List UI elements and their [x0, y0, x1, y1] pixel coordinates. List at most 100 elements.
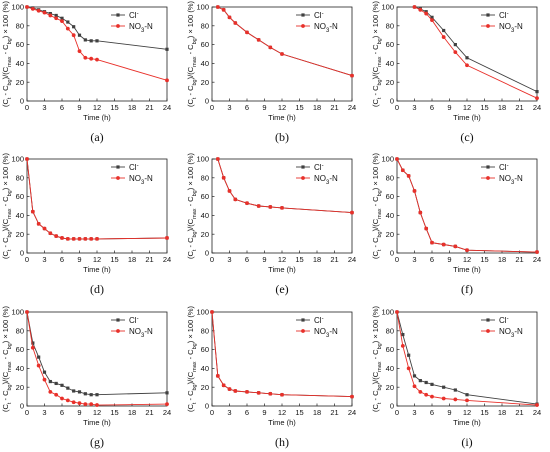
x-tick-label: 18: [498, 255, 506, 264]
legend-marker-square: [116, 13, 120, 17]
x-tick-label: 24: [533, 408, 541, 417]
no3-series-line: [396, 311, 538, 406]
legend-text-part: NO: [499, 22, 511, 31]
y-tick-label: 60: [201, 345, 209, 354]
y-tick-label: 80: [16, 326, 24, 335]
y-label-part: (C: [1, 404, 10, 412]
y-label-part: ) × 100 (%): [186, 305, 195, 343]
legend-sup: -: [137, 163, 139, 169]
x-tick-label: 15: [110, 255, 118, 264]
legend-sub: 3: [326, 333, 330, 339]
y-label-part: - C: [186, 390, 195, 403]
no3-data-point: [95, 403, 99, 407]
y-label-sub: bg: [7, 384, 13, 390]
no3-data-point: [165, 78, 169, 83]
y-axis-label: (Ct - Cbg)/(Cmax - Cbg) × 100 (%): [186, 305, 198, 412]
x-tick-label: 15: [480, 408, 488, 417]
x-axis-label: Time (h): [268, 265, 296, 274]
y-tick-label: 100: [196, 3, 209, 12]
no3-data-point: [95, 57, 99, 62]
y-tick-label: 40: [386, 364, 394, 373]
no3-data-point: [268, 205, 273, 209]
no3-data-point: [268, 391, 273, 396]
x-tick-label: 0: [395, 103, 399, 112]
legend-text-part: -N: [144, 174, 153, 183]
legend-marker-circle: [486, 24, 490, 28]
cl-data-point: [95, 393, 99, 397]
no3-data-point: [350, 210, 354, 215]
cl-data-point: [83, 392, 87, 396]
y-label-sub: bg: [192, 79, 198, 85]
legend-sup: -: [322, 316, 324, 322]
no3-data-point: [453, 244, 458, 249]
y-label-sub: bg: [7, 343, 13, 349]
x-tick-label: 9: [262, 408, 266, 417]
x-axis-label: Time (h): [453, 418, 481, 427]
y-label-part: (C: [186, 251, 195, 259]
no3-data-point: [424, 226, 429, 231]
legend-label-no3: NO3-N: [499, 327, 523, 339]
y-tick-label: 0: [20, 402, 24, 411]
y-label-sub: max: [192, 56, 198, 67]
x-tick-label: 18: [313, 255, 321, 264]
no3-data-point: [400, 168, 405, 173]
no3-data-point: [395, 157, 399, 161]
legend: Cl- NO3-N: [111, 316, 153, 339]
y-tick-label: 80: [16, 21, 24, 30]
cl-data-point: [89, 393, 93, 397]
no3-data-point: [395, 310, 399, 314]
panel-letter: (a): [90, 130, 103, 144]
legend: Cl- NO3-N: [481, 316, 523, 339]
y-tick-label: 20: [201, 383, 209, 392]
no3-data-point: [221, 175, 226, 180]
y-label-part: - C: [371, 85, 380, 98]
no3-series-line: [217, 158, 353, 214]
x-tick-label: 0: [25, 103, 29, 112]
cl-data-point: [165, 47, 169, 51]
x-tick-label: 0: [25, 255, 29, 264]
y-label-part: )/(C: [186, 371, 195, 384]
no3-data-point: [280, 205, 284, 210]
panel-letter: (i): [461, 435, 472, 449]
legend-text-part: NO: [314, 174, 326, 183]
cl-data-point: [165, 391, 169, 395]
y-label-sub: bg: [192, 38, 198, 44]
y-tick-label: 40: [16, 364, 24, 373]
legend-label-cl: Cl-: [129, 163, 139, 172]
no3-series-line: [396, 158, 538, 253]
x-tick-label: 9: [262, 255, 266, 264]
no3-data-point: [424, 392, 429, 397]
y-label-sub: max: [192, 208, 198, 219]
legend-sup: -: [507, 163, 509, 169]
no3-data-point: [48, 390, 53, 394]
x-tick-label: 0: [395, 255, 399, 264]
no3-data-point: [465, 248, 469, 253]
legend-label-no3: NO3-N: [129, 327, 153, 339]
cl-data-point: [72, 25, 76, 29]
cl-data-point: [453, 388, 457, 392]
x-tick-label: 24: [533, 255, 541, 264]
y-label-sub: bg: [7, 190, 13, 196]
no3-data-point: [77, 237, 82, 241]
x-tick-label: 0: [210, 408, 214, 417]
y-tick-label: 60: [16, 345, 24, 354]
y-label-sub: max: [377, 56, 383, 67]
y-label-part: (C: [186, 99, 195, 107]
y-tick-label: 20: [201, 78, 209, 87]
no3-data-point: [77, 49, 82, 54]
cl-data-point: [442, 28, 446, 33]
y-tick-label: 20: [386, 78, 394, 87]
no3-data-point: [430, 394, 434, 399]
y-tick-label: 80: [201, 326, 209, 335]
cl-series-line: [26, 158, 168, 240]
x-tick-label: 12: [463, 255, 471, 264]
x-tick-label: 6: [60, 103, 64, 112]
no3-data-point: [215, 5, 220, 9]
x-tick-label: 12: [278, 408, 286, 417]
x-tick-label: 9: [262, 103, 266, 112]
y-label-part: - C: [1, 349, 10, 362]
legend-sub: 3: [141, 333, 145, 339]
y-label-part: (C: [371, 404, 380, 412]
x-tick-label: 21: [145, 408, 153, 417]
legend-marker-circle: [116, 176, 120, 180]
